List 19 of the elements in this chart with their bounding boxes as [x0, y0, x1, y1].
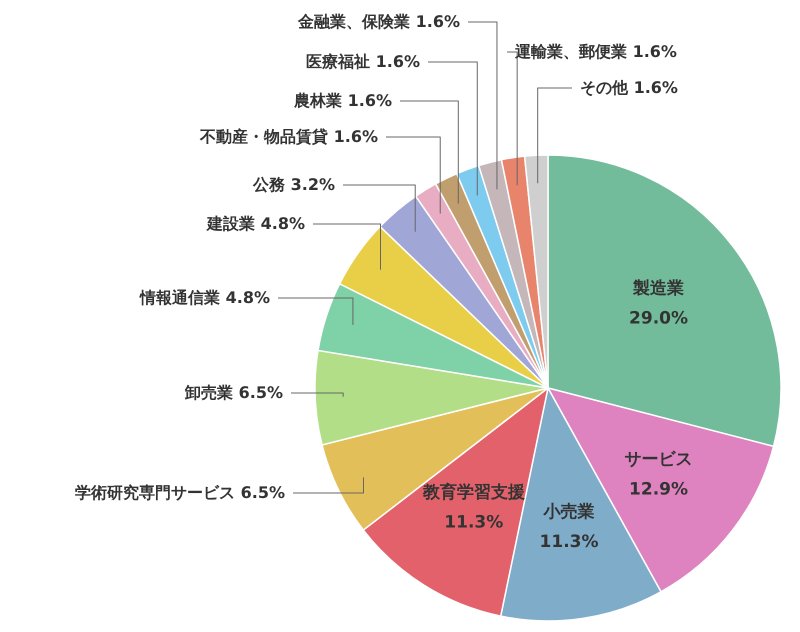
- slice-label: 小売業: [542, 502, 595, 522]
- slice-label: 運輸業、郵便業 1.6%: [514, 42, 677, 61]
- slice-label: 金融業、保険業 1.6%: [297, 12, 460, 31]
- slice-label: 情報通信業 4.8%: [139, 288, 270, 307]
- data-label: 11.3%: [540, 532, 599, 552]
- slice-label: その他 1.6%: [580, 78, 678, 97]
- data-label: 29.0%: [629, 308, 688, 328]
- data-label: 11.3%: [444, 512, 504, 532]
- slice-label: 学術研究専門サービス 6.5%: [75, 483, 285, 502]
- slice-label: 建設業 4.8%: [205, 214, 305, 233]
- slice-label: 医療福祉 1.6%: [306, 52, 420, 71]
- slice-label: 公務 3.2%: [252, 175, 335, 194]
- slice-label: 製造業: [632, 278, 684, 298]
- slice-label: 卸売業 6.5%: [184, 383, 283, 402]
- slice-label: サービス: [624, 450, 693, 470]
- slice-label: 教育学習支援: [422, 481, 525, 502]
- slice-label: 不動産・物品賃貸 1.6%: [199, 127, 378, 146]
- slice-label: 農林業 1.6%: [293, 91, 392, 110]
- data-label: 12.9%: [629, 480, 688, 500]
